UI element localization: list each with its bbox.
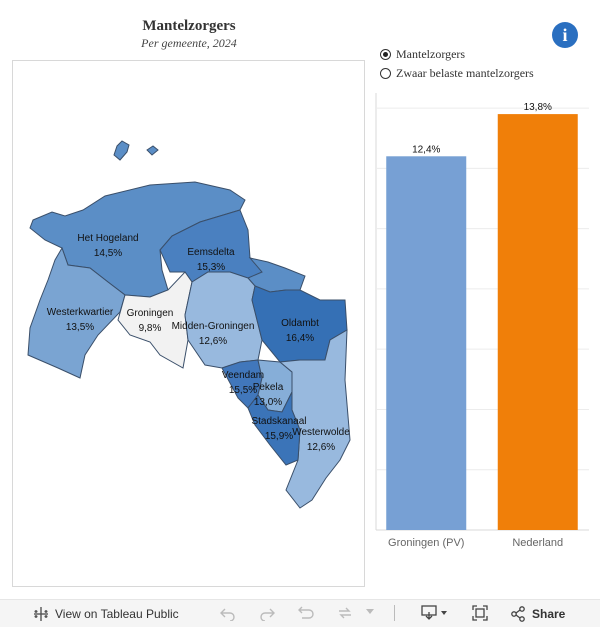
bar-groningen-pv[interactable] — [386, 156, 467, 530]
toolbar-divider — [394, 605, 395, 621]
island-rottumeroog — [113, 140, 130, 161]
chart-title: Mantelzorgers — [142, 18, 236, 34]
tableau-logo-icon — [34, 607, 48, 621]
map-label-pekela: Pekela — [253, 382, 284, 393]
view-on-tableau-public-label: View on Tableau Public — [55, 607, 179, 621]
region-westerkwartier[interactable] — [27, 246, 126, 379]
radio-dot-selected-icon — [380, 49, 391, 60]
measure-selector: Mantelzorgers Zwaar belaste mantelzorger… — [380, 45, 534, 83]
region-midden-groningen[interactable] — [184, 271, 263, 369]
category-tick-label: Nederland — [512, 537, 563, 549]
bar-nederland[interactable] — [497, 114, 578, 530]
map-label-groningen: Groningen — [127, 308, 174, 319]
bar-value-label: 12,4% — [412, 144, 440, 155]
download-icon — [421, 605, 447, 620]
revert-button[interactable] — [297, 605, 315, 621]
map-value-eemsdelta: 15,3% — [197, 262, 225, 273]
info-icon[interactable]: i — [552, 22, 578, 48]
revert-icon — [298, 606, 314, 619]
undo-icon — [220, 608, 235, 621]
radio-zwaar-belaste[interactable]: Zwaar belaste mantelzorgers — [380, 64, 534, 83]
map-value-westerkwartier: 13,5% — [66, 322, 94, 333]
undo-button[interactable] — [219, 605, 237, 621]
radio-dot-icon — [380, 68, 391, 79]
radio-label: Zwaar belaste mantelzorgers — [396, 66, 534, 80]
island-rottumerplaat — [146, 145, 159, 156]
map-value-veendam: 15,5% — [229, 385, 257, 396]
map-value-stadskanaal: 15,9% — [265, 431, 293, 442]
share-label: Share — [532, 607, 566, 621]
map-value-het-hogeland: 14,5% — [94, 248, 122, 259]
map-label-eemsdelta: Eemsdelta — [187, 247, 235, 258]
map-label-westerkwartier: Westerkwartier — [47, 307, 114, 318]
map-label-westerwolde: Westerwolde — [292, 427, 350, 438]
map-frame — [12, 60, 365, 587]
map-value-westerwolde: 12,6% — [307, 442, 335, 453]
map-label-veendam: Veendam — [222, 370, 264, 381]
chart-subtitle: Per gemeente, 2024 — [141, 36, 237, 50]
category-tick-label: Groningen (PV) — [388, 537, 464, 549]
map-value-pekela: 13,0% — [254, 397, 282, 408]
view-on-tableau-public-button[interactable]: View on Tableau Public — [33, 606, 179, 622]
refresh-dropdown-button[interactable] — [366, 609, 374, 615]
download-button[interactable] — [421, 605, 449, 621]
refresh-icon — [339, 607, 351, 619]
fullscreen-button[interactable] — [472, 605, 488, 621]
share-button[interactable]: Share — [510, 606, 565, 622]
bar-value-label: 13,8% — [524, 102, 552, 113]
fullscreen-icon — [472, 605, 488, 621]
region-stadskanaal[interactable] — [247, 391, 301, 466]
share-icon — [511, 606, 525, 622]
map-label-midden-groningen: Midden-Groningen — [172, 321, 255, 332]
map-label-oldambt: Oldambt — [281, 318, 319, 329]
redo-icon — [260, 608, 275, 621]
radio-label: Mantelzorgers — [396, 47, 466, 61]
chevron-down-icon — [366, 609, 374, 614]
map-label-het-hogeland: Het Hogeland — [77, 233, 138, 244]
map-value-midden-groningen: 12,6% — [199, 336, 227, 347]
radio-mantelzorgers[interactable]: Mantelzorgers — [380, 45, 534, 64]
map-value-groningen: 9,8% — [139, 323, 162, 334]
map-value-oldambt: 16,4% — [286, 333, 314, 344]
refresh-button[interactable] — [336, 605, 354, 621]
redo-button[interactable] — [258, 605, 276, 621]
tableau-toolbar: View on Tableau Public — [0, 599, 600, 627]
map-label-stadskanaal: Stadskanaal — [251, 416, 306, 427]
